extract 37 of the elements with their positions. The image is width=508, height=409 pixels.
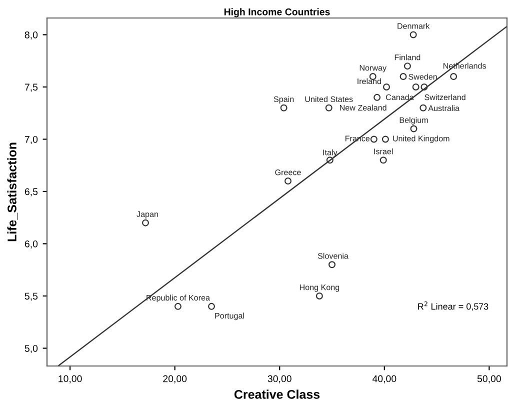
x-axis-title: Creative Class xyxy=(234,390,320,399)
annotation: Finland xyxy=(394,54,420,60)
annotation: Republic of Korea xyxy=(146,294,210,302)
annotation: United States xyxy=(305,96,353,102)
y-tick-label: 6,0 xyxy=(24,240,38,248)
x-tick-label: 10,00 xyxy=(58,375,82,384)
y-tick-label: 7,0 xyxy=(24,136,38,144)
annotation: Slovenia xyxy=(318,252,348,259)
annotation: Sweden xyxy=(408,74,437,80)
y-tick-label: 5,0 xyxy=(24,344,38,353)
y-tick-label: 6,5 xyxy=(24,188,38,196)
annotation: Belgium xyxy=(400,117,428,125)
annotation: New Zealand xyxy=(340,104,386,111)
annotation: Canada xyxy=(386,94,414,100)
annotation: Japan xyxy=(136,211,158,219)
annotation: Portugal xyxy=(215,312,244,320)
annotation: Norway xyxy=(360,65,387,72)
annotation: Spain xyxy=(274,96,294,104)
annotation: Hong Kong xyxy=(300,284,340,292)
annotation: Ireland xyxy=(358,78,381,84)
y-axis-title: Life_Satisfaction xyxy=(7,142,18,242)
x-tick-label: 50,00 xyxy=(477,375,501,384)
annotation: Italy xyxy=(323,149,338,157)
x-tick-label: 20,00 xyxy=(163,375,187,384)
annotation: United Kingdom xyxy=(393,135,450,143)
annotation: Denmark xyxy=(398,22,430,29)
y-tick-label: 5,5 xyxy=(24,292,38,301)
x-tick-label: 30,00 xyxy=(268,375,292,384)
x-tick-label: 40,00 xyxy=(372,375,396,384)
annotation: R$^{2}$ Linear = 0,573 xyxy=(418,301,488,311)
annotation: Greece xyxy=(275,169,301,176)
y-tick-label: 8,0 xyxy=(24,31,38,40)
annotation: Switzerland xyxy=(424,94,466,100)
y-tick-label: 7,5 xyxy=(24,84,38,92)
annotation: Israel xyxy=(374,148,393,154)
annotation: Australia xyxy=(428,105,460,112)
chart-title: High Income Countries xyxy=(224,8,330,18)
